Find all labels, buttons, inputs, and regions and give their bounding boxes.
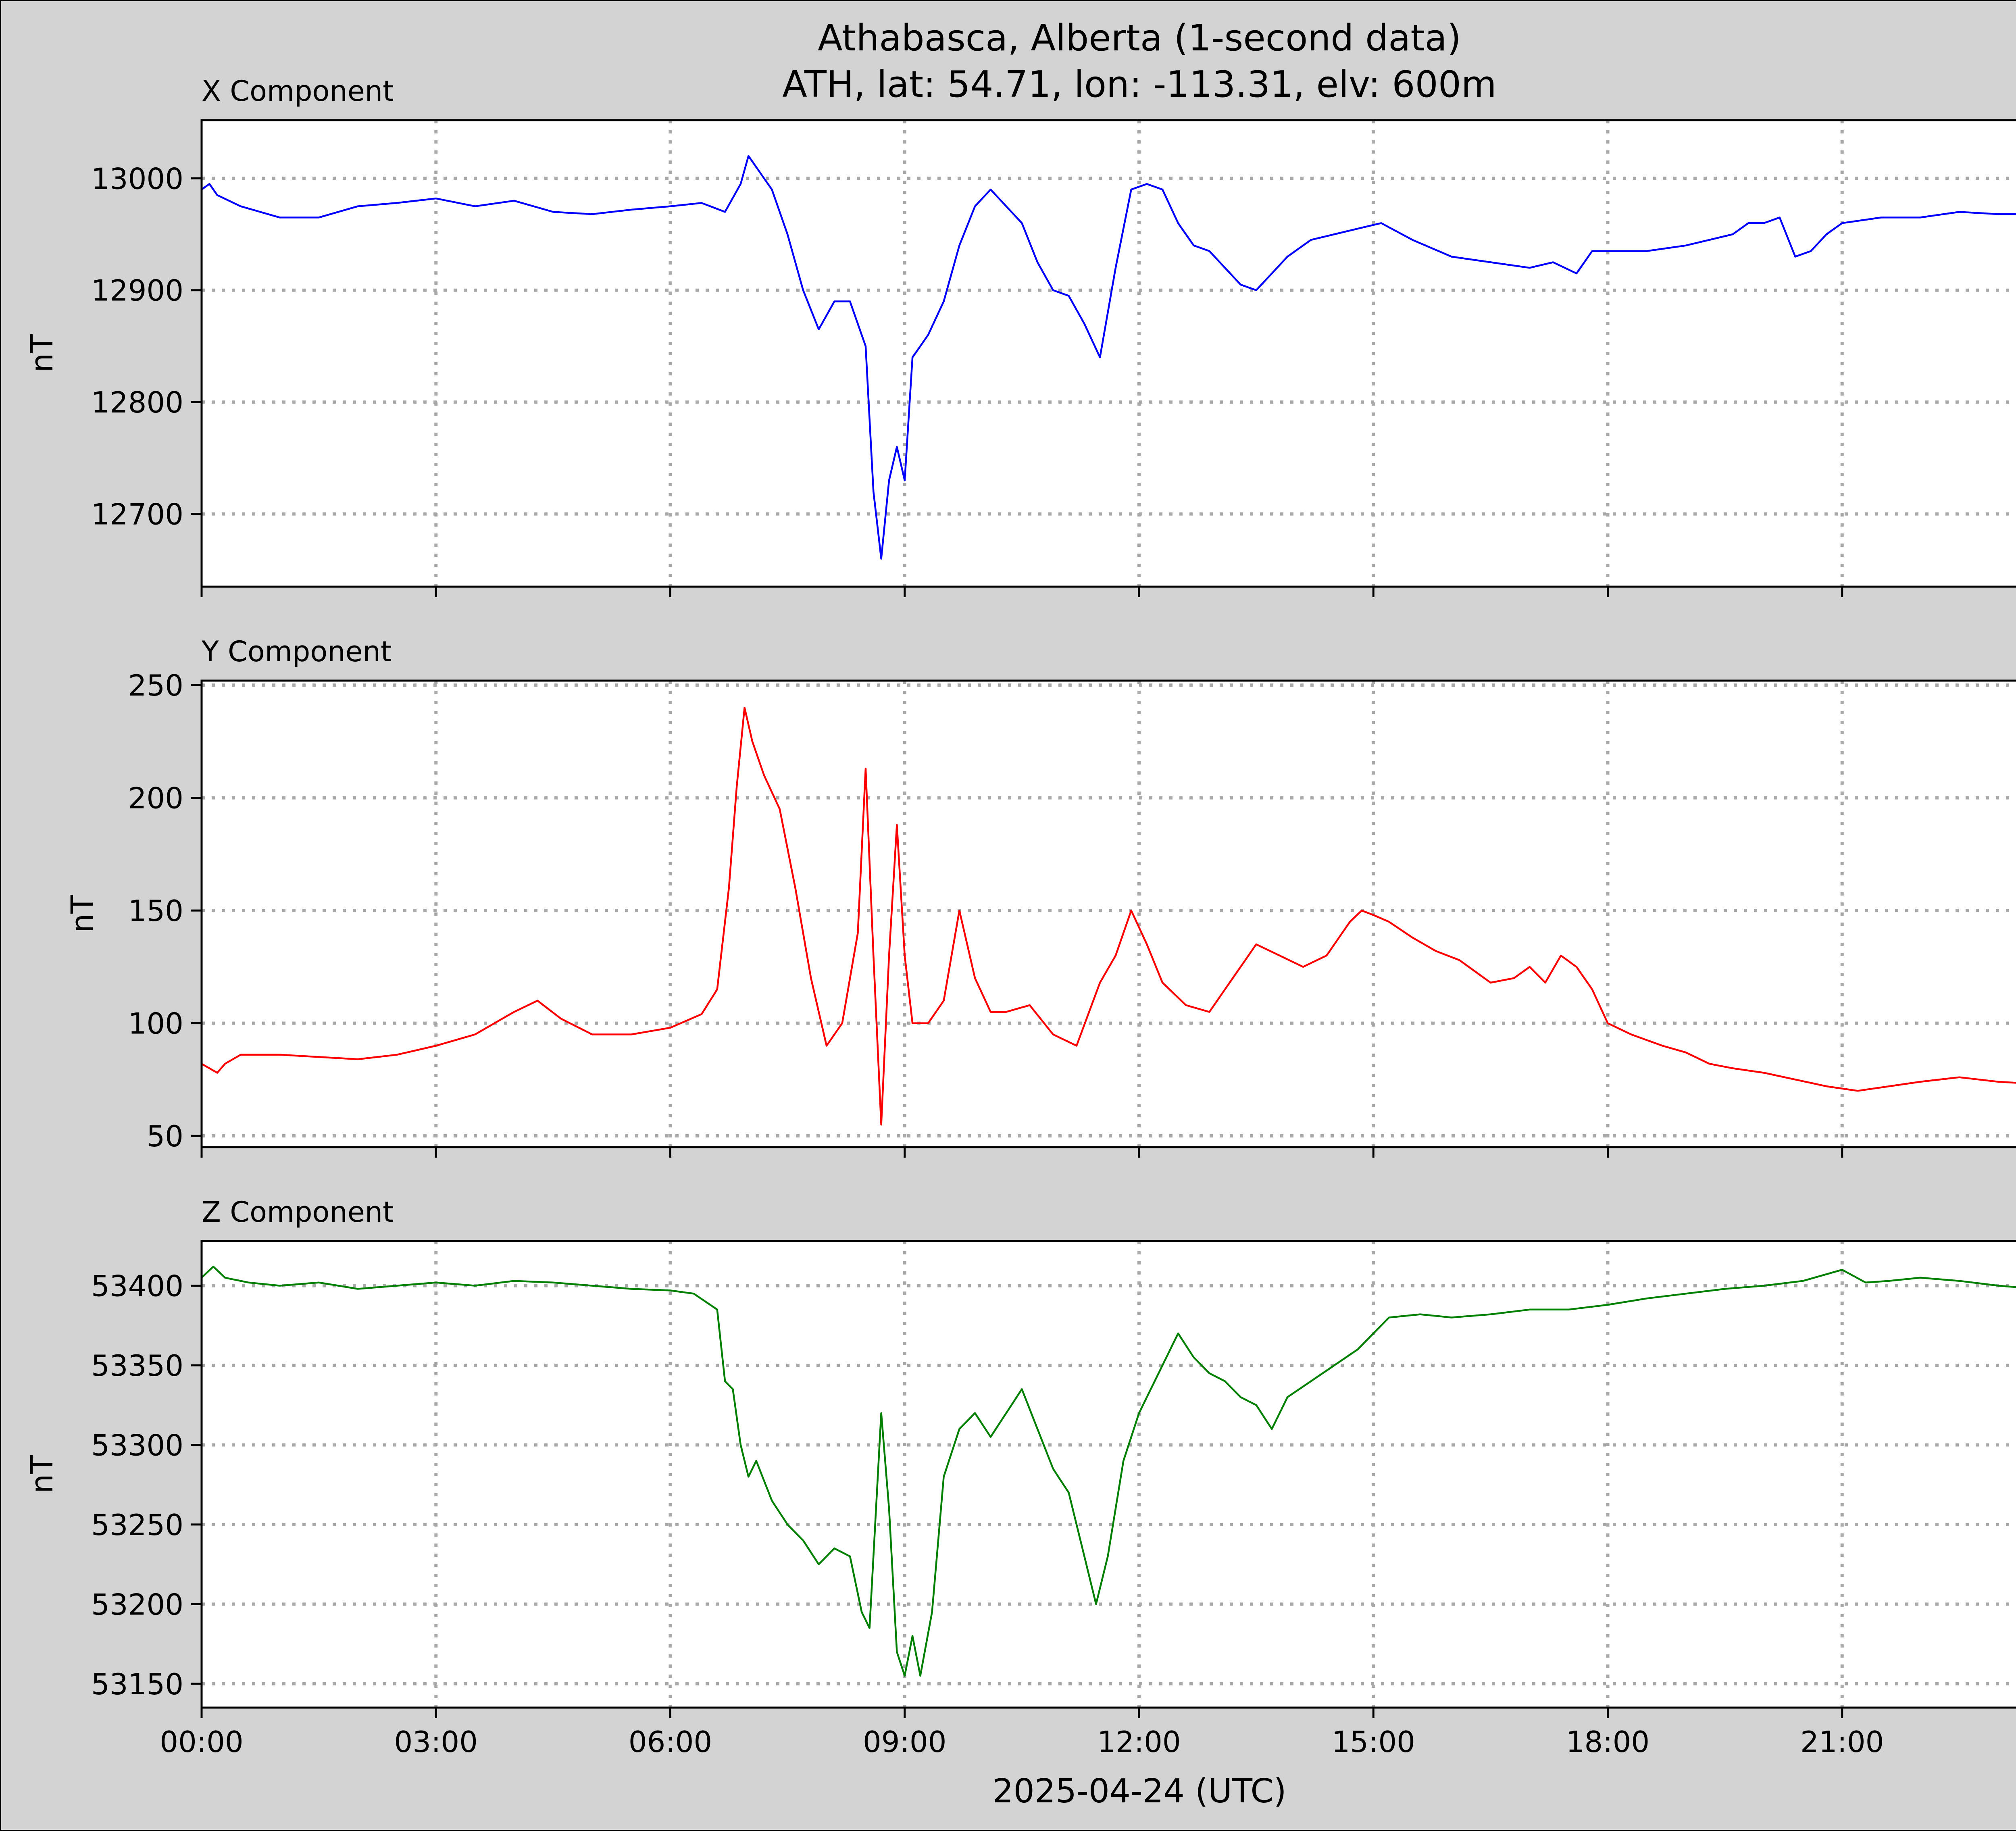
- y-tick-label: 50: [146, 1119, 183, 1153]
- plot-area: [202, 1241, 2016, 1708]
- x-tick-label: 06:00: [629, 1725, 712, 1759]
- x-tick-label: 12:00: [1097, 1725, 1181, 1759]
- axes-frame: [200, 119, 2016, 588]
- y-tick-label: 100: [128, 1007, 183, 1041]
- panel-z-component: 00:00 03:00 06:00 09:00 12:00 15:00 18:00 21:00…: [24, 1196, 2016, 1759]
- y-component-series-line: [201, 706, 2016, 1126]
- panels: 12700 12800 12900 13000 X Component nT 50 100 15…: [24, 75, 2016, 1759]
- z-component-series-line: [201, 1265, 2016, 1677]
- figure-title-line1: Athabasca, Alberta (1-second data): [818, 17, 1461, 59]
- y-tick-label: 12900: [91, 274, 183, 308]
- y-tick-label: 150: [128, 894, 183, 928]
- panel-y-component: 50 100 150 200 250 Y Component nT: [64, 635, 2016, 1158]
- y-tick-label: 12800: [91, 385, 183, 419]
- x-tick-label: 18:00: [1566, 1725, 1650, 1759]
- axes-frame: [200, 679, 2016, 1148]
- figure-title-line2: ATH, lat: 54.71, lon: -113.31, elv: 600m: [782, 63, 1496, 106]
- panel-title: Y Component: [201, 635, 392, 668]
- y-tick-label: 53200: [91, 1587, 183, 1621]
- x-tick-label: 21:00: [1800, 1725, 1884, 1759]
- y-axis-label: nT: [64, 895, 100, 933]
- y-tick-label: 250: [128, 669, 183, 702]
- x-component-series-line: [201, 155, 2016, 560]
- y-tick-label: 200: [128, 781, 183, 815]
- x-tick-label: 00:00: [160, 1725, 244, 1759]
- axes-frame: [200, 1240, 2016, 1709]
- y-tick-label: 12700: [91, 498, 183, 531]
- y-tick-label: 13000: [91, 162, 183, 196]
- panel-x-component: 12700 12800 12900 13000 X Component nT: [24, 75, 2016, 597]
- plot-area: [202, 120, 2016, 587]
- panel-title: Z Component: [202, 1196, 394, 1229]
- x-tick-label: 09:00: [863, 1725, 947, 1759]
- x-tick-label: 03:00: [394, 1725, 478, 1759]
- panel-title: X Component: [202, 75, 394, 108]
- x-tick-label: 15:00: [1332, 1725, 1416, 1759]
- y-tick-label: 53350: [91, 1349, 183, 1383]
- y-axis-label: nT: [24, 1455, 60, 1494]
- x-axis-label: 2025-04-24 (UTC): [992, 1772, 1286, 1810]
- plot-area: [202, 681, 2016, 1147]
- y-tick-label: 53150: [91, 1667, 183, 1701]
- y-tick-label: 53400: [91, 1269, 183, 1303]
- y-axis-label: nT: [24, 334, 60, 373]
- y-tick-label: 53250: [91, 1508, 183, 1542]
- y-tick-label: 53300: [91, 1428, 183, 1462]
